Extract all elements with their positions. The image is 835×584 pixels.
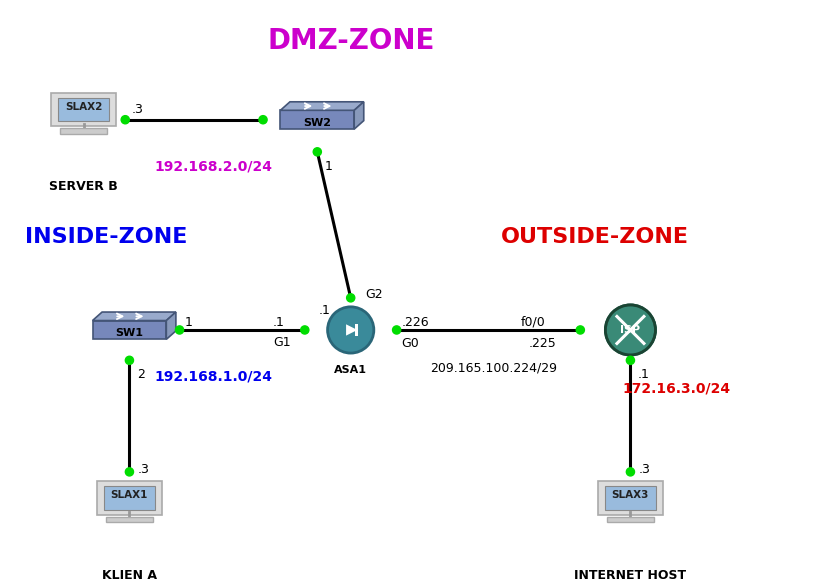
Text: 1: 1 <box>325 160 332 173</box>
Text: INTERNET HOST: INTERNET HOST <box>574 569 686 582</box>
Ellipse shape <box>626 356 635 364</box>
Polygon shape <box>346 324 357 336</box>
Text: .3: .3 <box>639 463 650 476</box>
Text: INSIDE-ZONE: INSIDE-ZONE <box>25 227 187 246</box>
Text: SERVER B: SERVER B <box>49 180 118 193</box>
Ellipse shape <box>327 307 374 353</box>
Text: .225: .225 <box>529 337 556 350</box>
Ellipse shape <box>392 326 401 334</box>
Ellipse shape <box>576 326 584 334</box>
Text: f0/0: f0/0 <box>520 316 545 329</box>
Ellipse shape <box>301 326 309 334</box>
Text: 192.168.1.0/24: 192.168.1.0/24 <box>154 370 272 384</box>
Text: DMZ-ZONE: DMZ-ZONE <box>267 27 434 55</box>
Polygon shape <box>93 321 166 339</box>
Text: SW2: SW2 <box>303 117 331 128</box>
Polygon shape <box>281 110 354 129</box>
Text: .3: .3 <box>138 463 149 476</box>
FancyBboxPatch shape <box>598 481 663 515</box>
Polygon shape <box>93 312 176 321</box>
Text: 1: 1 <box>185 316 192 329</box>
Text: ASA1: ASA1 <box>334 364 367 375</box>
Text: .1: .1 <box>638 369 650 381</box>
Text: 192.168.2.0/24: 192.168.2.0/24 <box>154 159 272 173</box>
Ellipse shape <box>121 116 129 124</box>
Text: ISP: ISP <box>620 325 640 335</box>
Text: 2: 2 <box>137 369 144 381</box>
Ellipse shape <box>175 326 184 334</box>
Text: SLAX2: SLAX2 <box>65 102 102 112</box>
Text: G1: G1 <box>273 336 291 349</box>
Text: G2: G2 <box>366 288 383 301</box>
Text: OUTSIDE-ZONE: OUTSIDE-ZONE <box>501 227 689 246</box>
Text: SLAX3: SLAX3 <box>612 490 649 500</box>
Ellipse shape <box>125 468 134 476</box>
Text: G0: G0 <box>402 337 419 350</box>
Text: .226: .226 <box>402 316 429 329</box>
FancyBboxPatch shape <box>60 128 107 134</box>
FancyBboxPatch shape <box>106 517 153 522</box>
Ellipse shape <box>125 356 134 364</box>
FancyBboxPatch shape <box>605 486 656 509</box>
Text: .1: .1 <box>273 316 285 329</box>
FancyBboxPatch shape <box>355 324 358 336</box>
Ellipse shape <box>313 148 321 156</box>
Ellipse shape <box>605 305 655 355</box>
Polygon shape <box>166 312 176 339</box>
Text: .1: .1 <box>319 304 331 317</box>
Text: SLAX1: SLAX1 <box>111 490 148 500</box>
Text: 209.165.100.224/29: 209.165.100.224/29 <box>430 361 557 374</box>
Polygon shape <box>281 102 364 110</box>
Text: SW1: SW1 <box>115 328 144 338</box>
Ellipse shape <box>347 294 355 302</box>
FancyBboxPatch shape <box>58 98 109 121</box>
FancyBboxPatch shape <box>104 486 155 509</box>
Text: .3: .3 <box>132 103 144 116</box>
Text: KLIEN A: KLIEN A <box>102 569 157 582</box>
Ellipse shape <box>259 116 267 124</box>
Ellipse shape <box>626 468 635 476</box>
Polygon shape <box>354 102 364 129</box>
FancyBboxPatch shape <box>97 481 162 515</box>
FancyBboxPatch shape <box>607 517 654 522</box>
FancyBboxPatch shape <box>51 93 116 126</box>
Text: 172.16.3.0/24: 172.16.3.0/24 <box>622 381 730 395</box>
